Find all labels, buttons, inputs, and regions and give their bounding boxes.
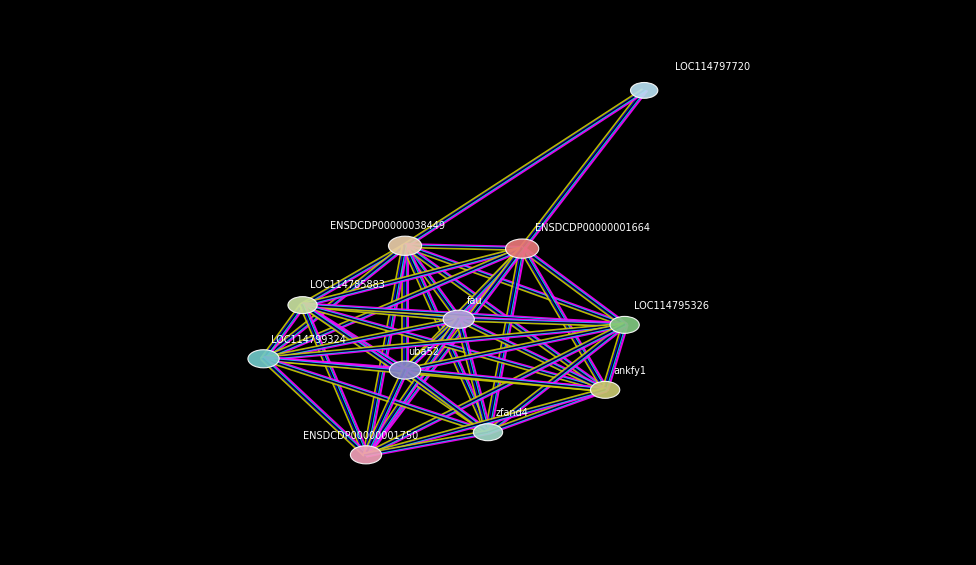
Text: LOC114797720: LOC114797720 (675, 62, 751, 72)
Ellipse shape (610, 316, 639, 333)
Text: ankfy1: ankfy1 (613, 366, 646, 376)
Text: LOC114799324: LOC114799324 (271, 334, 346, 345)
Text: LOC114785883: LOC114785883 (310, 280, 386, 290)
Ellipse shape (288, 297, 317, 314)
Ellipse shape (248, 350, 279, 368)
Text: LOC114795326: LOC114795326 (634, 301, 710, 311)
Ellipse shape (350, 446, 382, 464)
Ellipse shape (389, 361, 421, 379)
Ellipse shape (443, 310, 474, 328)
Text: ENSDCDP00000001750: ENSDCDP00000001750 (303, 431, 418, 441)
Ellipse shape (630, 82, 658, 98)
Ellipse shape (473, 424, 503, 441)
Text: fau: fau (467, 296, 482, 306)
Text: zfand4: zfand4 (496, 408, 529, 418)
Text: uba52: uba52 (408, 347, 439, 357)
Ellipse shape (388, 236, 422, 255)
Ellipse shape (590, 381, 620, 398)
Text: ENSDCDP00000038449: ENSDCDP00000038449 (330, 220, 445, 231)
Text: ENSDCDP00000001664: ENSDCDP00000001664 (535, 223, 650, 233)
Ellipse shape (506, 239, 539, 258)
